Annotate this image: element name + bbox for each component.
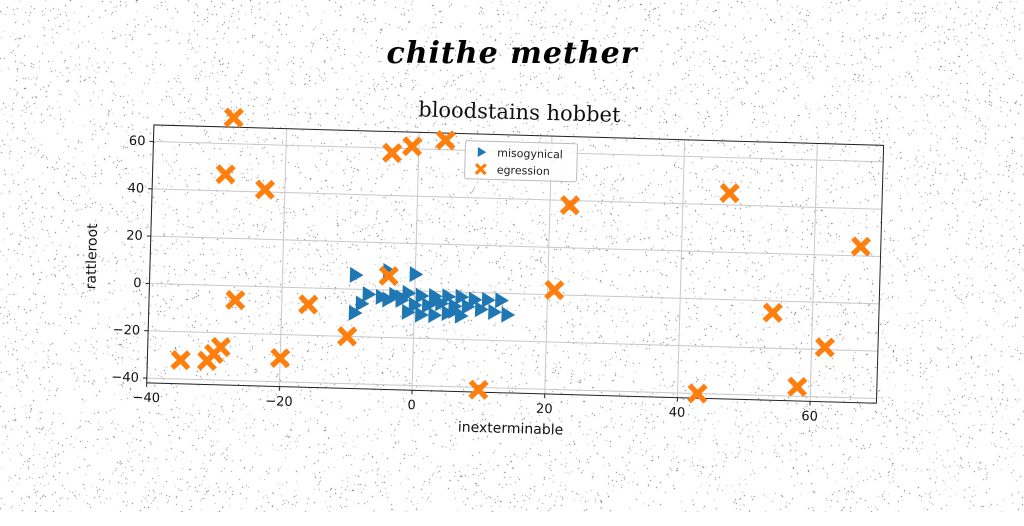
y-tick-label: −40 <box>111 370 139 386</box>
y-axis-label: rattleroot <box>83 223 101 290</box>
x-marker <box>382 143 403 164</box>
x-gridline <box>677 140 684 398</box>
x-gridline <box>279 129 286 387</box>
x-marker <box>215 164 236 185</box>
x-gridline <box>810 143 817 401</box>
x-marker <box>719 183 740 204</box>
x-marker <box>815 337 836 358</box>
x-tick-label: 20 <box>536 402 553 417</box>
x-marker <box>851 236 872 257</box>
x-marker <box>298 294 319 315</box>
triangle-marker <box>501 307 515 323</box>
y-tick-label: 40 <box>127 181 144 196</box>
x-tick-label: 0 <box>407 398 416 413</box>
y-gridline <box>147 378 877 398</box>
triangle-marker <box>495 292 509 308</box>
x-marker <box>170 350 191 371</box>
y-gridline <box>149 283 879 303</box>
series-0 <box>349 262 517 325</box>
x-tick-label: 60 <box>801 409 818 424</box>
x-tick-label: 40 <box>668 405 685 420</box>
y-tick-label: 60 <box>129 134 146 149</box>
x-axis-label: inexterminable <box>458 420 564 439</box>
x-marker <box>468 379 489 400</box>
legend-label: misogynical <box>497 147 563 162</box>
triangle-marker <box>409 266 423 282</box>
x-tick-label: −20 <box>265 394 293 410</box>
legend: misogynical egression <box>465 141 578 182</box>
x-tick-label: −40 <box>132 390 160 406</box>
x-marker <box>224 107 245 128</box>
y-gridline <box>148 331 878 351</box>
x-marker <box>762 302 783 323</box>
y-tick-label: −20 <box>113 323 141 339</box>
y-tick-label: 0 <box>133 276 142 291</box>
x-gridline <box>412 132 419 390</box>
x-marker <box>255 179 276 200</box>
y-tick-label: 20 <box>126 228 143 243</box>
x-marker <box>225 290 246 311</box>
triangle-marker <box>350 267 364 283</box>
legend-label: egression <box>497 164 550 178</box>
x-marker <box>560 195 581 216</box>
x-marker <box>787 377 808 398</box>
triangle-marker <box>362 286 376 302</box>
x-marker <box>544 280 565 301</box>
x-marker <box>210 337 231 358</box>
x-marker <box>402 136 423 157</box>
y-gridline <box>151 236 881 256</box>
